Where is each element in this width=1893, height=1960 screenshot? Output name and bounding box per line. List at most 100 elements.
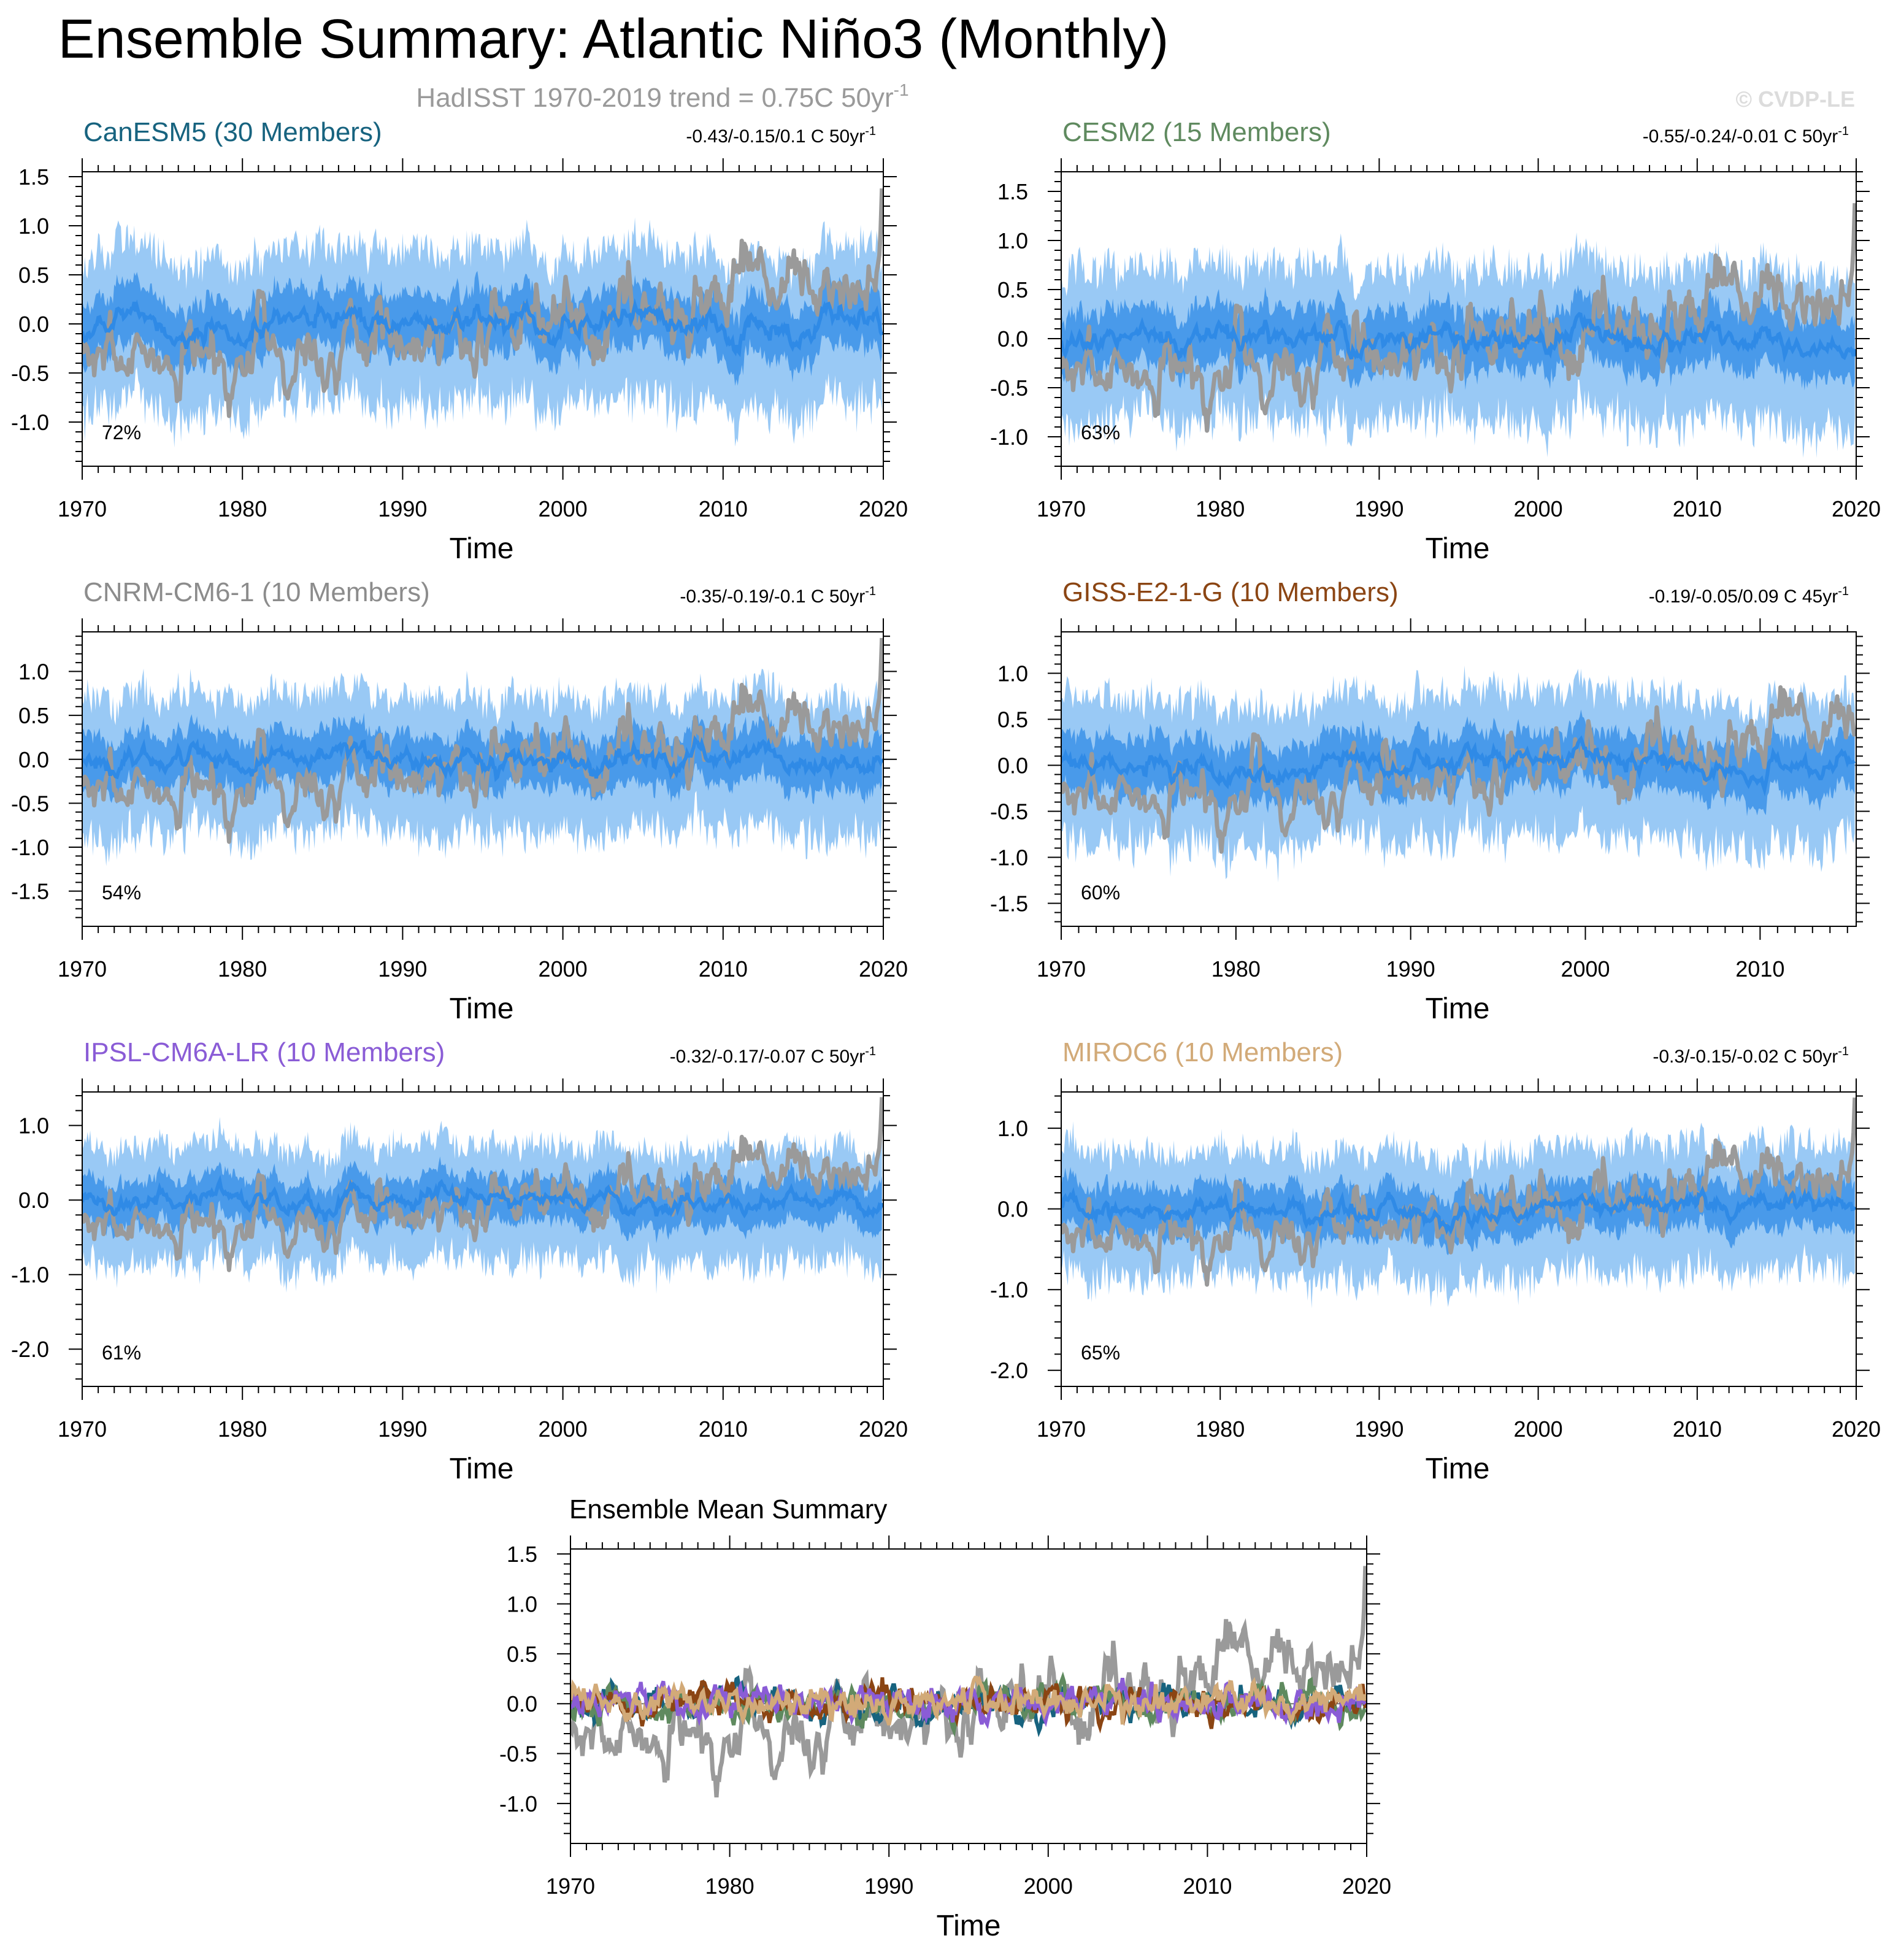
y-tick-label: 1.5 (507, 1542, 537, 1567)
plot-area (570, 1566, 1367, 1798)
x-tick-label: 2010 (699, 496, 748, 521)
y-tick-label: 0.5 (507, 1642, 537, 1667)
y-tick-label: -1.0 (499, 1791, 537, 1816)
y-tick-label: 1.0 (997, 228, 1028, 253)
trend-label: -0.3/-0.15/-0.02 C 50yr-1 (1653, 1045, 1849, 1067)
y-tick-label: 1.0 (997, 661, 1028, 686)
y-tick-label: -0.5 (990, 799, 1028, 824)
x-tick-label: 1990 (1354, 496, 1403, 521)
x-tick-label: 1990 (378, 1416, 427, 1442)
y-tick-label: 0.0 (18, 312, 49, 337)
chart-panel-cnrm-cm6-1: 1970 1980 1990 2000 2010 2020 1.0 0.5 0.0 -0.5 -1.… (11, 577, 908, 1025)
trend-superscript: -1 (865, 585, 876, 598)
y-tick-label: 1.5 (18, 164, 49, 190)
y-tick-label: 0.0 (18, 1188, 49, 1213)
x-tick-label: 2000 (539, 496, 588, 521)
y-tick-label: -1.0 (990, 425, 1028, 450)
x-tick-label: 2010 (699, 956, 748, 982)
plot-frame (1061, 631, 1857, 927)
observed-hadisst-line (1061, 685, 1856, 854)
y-tick-label: -2.0 (11, 1337, 49, 1362)
ensemble-mean-line (82, 735, 883, 782)
x-tick-label: 1970 (1037, 1416, 1086, 1442)
percent-label: 63% (1081, 421, 1120, 444)
x-axis-label: Time (450, 993, 514, 1025)
y-tick-label: 0.0 (997, 326, 1028, 352)
y-tick-label: 0.0 (507, 1691, 537, 1716)
ensemble-mean-line (1061, 312, 1856, 363)
chart-panel-canesm5: 1970 1980 1990 2000 2010 2020 1.5 1.0 0.5 0.0 -0.5… (11, 117, 908, 565)
x-tick-label: 1980 (705, 1874, 755, 1899)
x-tick-label: 2000 (1514, 496, 1563, 521)
ensemble-mean-line (82, 1174, 883, 1222)
x-tick-label: 2020 (859, 496, 908, 521)
ensemble-mean-line (1061, 1185, 1856, 1236)
x-tick-label: 2000 (539, 956, 588, 982)
x-tick-label: 1980 (1211, 956, 1261, 982)
x-tick-label: 2020 (859, 956, 908, 982)
y-tick-label: 0.0 (997, 1197, 1028, 1222)
panel-title: GISS-E2-1-G (10 Members) (1062, 577, 1399, 607)
y-tick-label: -1.5 (990, 891, 1028, 917)
plot-area (82, 188, 883, 448)
x-axis-label: Time (450, 532, 514, 565)
cvdp-le-watermark: © CVDP-LE (1735, 86, 1855, 112)
trend-superscript: -1 (1838, 1045, 1849, 1058)
x-tick-label: 2020 (859, 1416, 908, 1442)
trend-label: -0.32/-0.17/-0.07 C 50yr-1 (670, 1045, 876, 1067)
y-tick-label: 0.5 (18, 703, 49, 728)
observed-hadisst-line (82, 637, 883, 844)
y-tick-label: -1.0 (11, 835, 49, 860)
x-tick-label: 2010 (1183, 1874, 1232, 1899)
y-tick-label: 1.0 (18, 213, 49, 239)
percent-label: 61% (102, 1342, 141, 1364)
x-tick-label: 1980 (218, 956, 267, 982)
y-tick-label: 1.0 (18, 659, 49, 684)
x-tick-label: 2010 (1673, 496, 1722, 521)
panel-title: Ensemble Mean Summary (569, 1494, 887, 1524)
ensemble-mean-line-miroc6 (570, 1675, 1367, 1726)
y-tick-label: -0.5 (11, 361, 49, 386)
y-tick-label: 1.0 (18, 1113, 49, 1139)
observed-hadisst-line (1061, 1097, 1856, 1287)
x-tick-label: 2010 (699, 1416, 748, 1442)
x-tick-label: 1980 (1196, 1416, 1245, 1442)
x-tick-label: 1970 (1037, 496, 1086, 521)
x-axis-label: Time (1426, 1453, 1490, 1485)
x-tick-label: 1970 (58, 1416, 107, 1442)
percent-label: 65% (1081, 1342, 1120, 1364)
chart-panel-summary: 1970 1980 1990 2000 2010 2020 1.5 1.0 0.5 0.0 -0.5… (499, 1494, 1391, 1942)
percent-label: 60% (1081, 882, 1120, 904)
x-tick-label: 1970 (58, 956, 107, 982)
chart-panel-giss-e2-1-g: 1970 1980 1990 2000 2010 1.0 0.5 0.0 -0.5 -1.0 -1.… (990, 577, 1870, 1025)
plot-area (1061, 665, 1856, 883)
observed-hadisst-line (82, 188, 883, 418)
y-tick-label: 0.5 (997, 707, 1028, 732)
chart-panel-cesm2: 1970 1980 1990 2000 2010 2020 1.5 1.0 0.5 0.0 -0.5… (990, 117, 1881, 565)
y-tick-label: -1.5 (11, 879, 49, 904)
x-tick-label: 2000 (1561, 956, 1610, 982)
trend-text: -0.43/-0.15/0.1 C 50yr (686, 126, 865, 147)
x-axis-label: Time (937, 1910, 1001, 1942)
y-tick-label: 0.5 (18, 263, 49, 288)
x-tick-label: 2010 (1735, 956, 1784, 982)
trend-superscript: -1 (1838, 585, 1849, 598)
x-tick-label: 1980 (218, 1416, 267, 1442)
y-tick-label: -0.5 (990, 375, 1028, 401)
y-tick-label: 1.0 (997, 1116, 1028, 1141)
x-tick-label: 2000 (1024, 1874, 1073, 1899)
chart-panel-ipsl-cm6a-lr: 1970 1980 1990 2000 2010 2020 1.0 0.0 -1.0 -2.0 Ti… (11, 1037, 908, 1485)
percent-label: 72% (102, 421, 141, 444)
trend-text: -0.35/-0.19/-0.1 C 50yr (680, 586, 865, 607)
plot-area (82, 637, 883, 866)
panel-title: MIROC6 (10 Members) (1062, 1037, 1343, 1067)
x-tick-label: 1980 (218, 496, 267, 521)
subtitle-text: HadISST 1970-2019 trend = 0.75C 50yr (416, 83, 893, 113)
y-tick-label: -1.0 (11, 1262, 49, 1288)
x-axis-label: Time (1426, 993, 1490, 1025)
panel-title: CanESM5 (30 Members) (83, 117, 382, 147)
x-tick-label: 2000 (1514, 1416, 1563, 1442)
y-tick-label: -1.0 (990, 1277, 1028, 1302)
x-tick-label: 1990 (1354, 1416, 1403, 1442)
